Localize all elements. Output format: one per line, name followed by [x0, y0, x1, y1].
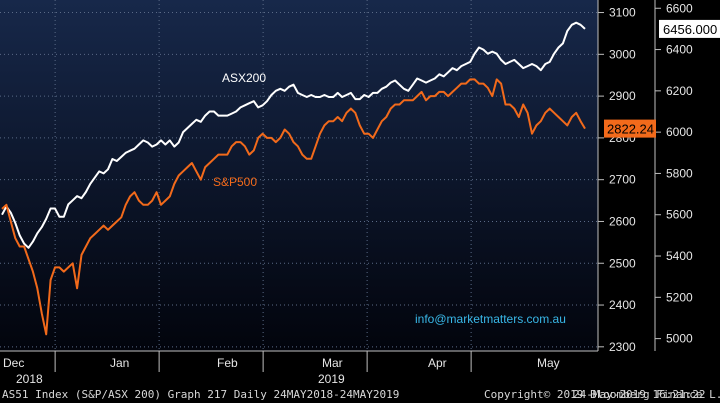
x-axis-year-label: 2018 — [16, 372, 43, 385]
left-axis-tick-label: 2700 — [609, 173, 636, 187]
footer-bar: AS51 Index (S&P/ASX 200) Graph 217 Daily… — [0, 385, 720, 403]
left-axis-tick-label: 3000 — [609, 47, 636, 61]
left-axis-tick-label: 3100 — [609, 6, 636, 20]
axes-layer: 2300240025002600270028002900300031005000… — [0, 0, 720, 385]
x-axis-month-label: Feb — [217, 356, 238, 370]
left-axis-tick-label: 2400 — [609, 298, 636, 312]
footer-timestamp: 24-May-2019 16:21:22 — [573, 388, 706, 401]
right-axis-tick-label: 5600 — [666, 208, 693, 222]
series-layer — [1, 21, 586, 336]
series-line-asx200 — [1, 21, 586, 249]
sp500-last-value-badge — [604, 119, 656, 138]
x-axis-year-label: 2019 — [318, 372, 345, 385]
plot-area — [0, 0, 598, 351]
x-axis-month-label: Dec — [3, 356, 24, 370]
left-axis-tick-label: 2300 — [609, 340, 636, 354]
series-label-asx200: ASX200 — [222, 71, 266, 85]
footer-index-info: AS51 Index (S&P/ASX 200) Graph 217 Daily… — [2, 388, 400, 401]
right-axis-tick-label: 5400 — [666, 249, 693, 263]
left-axis-tick-label: 2500 — [609, 256, 636, 270]
left-axis-tick-label: 2600 — [609, 214, 636, 228]
grid — [0, 0, 598, 351]
x-axis-month-label: Mar — [322, 356, 343, 370]
left-axis-tick-label: 2900 — [609, 89, 636, 103]
right-axis-tick-label: 6400 — [666, 43, 693, 57]
asx200-last-value: 6456.000 — [663, 22, 717, 37]
footer-copyright: Copyright© 2019 Bloomberg Finance L.P. — [484, 388, 720, 401]
right-axis-tick-label: 5200 — [666, 290, 693, 304]
x-axis-month-label: May — [537, 356, 560, 370]
credit-annotation: info@marketmatters.com.au — [415, 312, 566, 326]
price-chart: 2300240025002600270028002900300031005000… — [0, 0, 720, 385]
sp500-last-value: 2822.24 — [607, 122, 654, 137]
right-axis-tick-label: 5800 — [666, 166, 693, 180]
x-axis-month-label: Jan — [110, 356, 129, 370]
asx200-last-value-badge — [659, 19, 720, 38]
series-line-sp500 — [1, 78, 586, 336]
right-axis-tick-label: 5000 — [666, 332, 693, 346]
series-label-sp500: S&P500 — [213, 175, 257, 189]
right-axis-tick-label: 6000 — [666, 125, 693, 139]
right-axis-tick-label: 6600 — [666, 1, 693, 15]
x-axis-month-label: Apr — [428, 356, 447, 370]
label-layer: ASX200 S&P500 info@marketmatters.com.au — [213, 71, 566, 326]
right-axis-tick-label: 6200 — [666, 84, 693, 98]
